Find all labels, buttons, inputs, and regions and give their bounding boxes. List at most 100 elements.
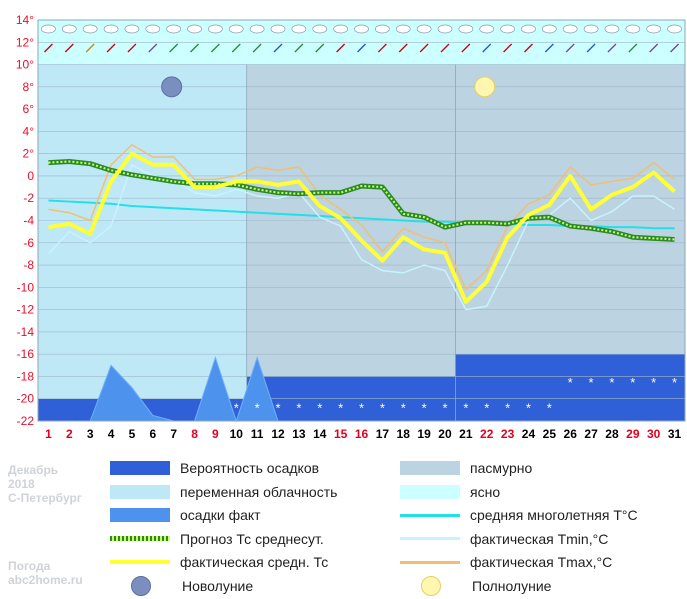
x-tick-label: 2	[66, 427, 73, 441]
x-tick-label: 26	[564, 427, 578, 441]
wind-arrow-icon	[294, 43, 304, 53]
y-tick-label: -2	[23, 191, 34, 205]
y-tick-label: -16	[17, 347, 35, 361]
snow-mark: *	[422, 401, 427, 416]
x-tick-label: 23	[501, 427, 515, 441]
legend-item-forecast: Прогноз Тс среднесут.	[110, 529, 324, 549]
cloud-icon	[562, 24, 578, 34]
legend-label: Полнолуние	[472, 577, 552, 594]
x-tick-label: 20	[438, 427, 452, 441]
x-tick-label: 29	[626, 427, 640, 441]
legend-swatch	[110, 508, 170, 522]
x-tick-label: 24	[522, 427, 536, 441]
y-tick-label: -22	[17, 414, 35, 428]
wind-arrow-icon	[607, 43, 617, 53]
snow-mark: *	[672, 375, 677, 390]
wind-arrow-icon	[336, 43, 346, 53]
x-tick-label: 4	[108, 427, 115, 441]
cloud-icon	[625, 24, 641, 34]
cloud-icon	[208, 24, 223, 34]
wind-arrow-icon	[628, 43, 638, 53]
snow-mark: *	[275, 401, 280, 416]
wind-arrow-icon	[524, 43, 533, 53]
cloud-icon	[82, 24, 98, 34]
snow-mark: *	[568, 375, 573, 390]
cloud-icon	[416, 24, 432, 34]
x-tick-label: 27	[584, 427, 598, 441]
x-tick-label: 13	[292, 427, 306, 441]
wind-arrow-icon	[419, 43, 429, 53]
y-tick-label: -10	[17, 280, 35, 294]
snow-mark: *	[463, 401, 468, 416]
x-tick-label: 19	[417, 427, 431, 441]
legend-swatch	[400, 513, 460, 517]
cloud-icon	[354, 24, 369, 34]
wind-arrow-icon	[273, 43, 283, 53]
series-tmax-line	[48, 144, 676, 291]
legend-swatch	[400, 484, 460, 499]
y-tick-label: -4	[23, 214, 34, 228]
cloud-icon	[41, 24, 56, 34]
wind-arrow-icon	[565, 43, 575, 53]
legend-label: фактическая Tmax,°C	[470, 554, 613, 570]
series-average-line	[48, 151, 676, 304]
legend-label: Прогноз Тс среднесут.	[180, 530, 324, 547]
x-tick-label: 22	[480, 427, 494, 441]
cloud-icon	[124, 24, 140, 34]
legend-item-partly: переменная облачность	[110, 482, 337, 502]
snow-mark: *	[609, 375, 614, 390]
chart-axes: 14° 12° 10° 8° 6° 4° 2° 0 -2 -4 -6 -8 -10 -12 -14 -16 -1…	[16, 13, 686, 441]
x-tick-label: 9	[212, 427, 219, 441]
legend-label: пасмурно	[470, 460, 533, 476]
wind-arrow-icon	[670, 43, 680, 53]
legend-label: Вероятность осадков	[180, 460, 320, 476]
wind-arrow-icon	[357, 43, 366, 53]
wind-arrow-icon	[315, 43, 325, 53]
snow-mark: *	[255, 401, 260, 416]
snow-mark: *	[484, 401, 489, 416]
x-tick-label: 12	[271, 427, 285, 441]
wind-arrow-icon	[252, 43, 262, 53]
caption-block: Декабрь 2018 С-Петербург	[8, 463, 82, 505]
wind-arrow-icon	[377, 43, 387, 53]
legend-swatch	[400, 560, 460, 564]
wind-arrow-icon	[210, 43, 220, 53]
legend-item-tmin: фактическая Tmin,°C	[400, 529, 608, 549]
snow-mark: *	[651, 375, 656, 390]
y-tick-label: -12	[17, 303, 35, 317]
x-tick-label: 30	[647, 427, 661, 441]
cloud-icon	[521, 24, 536, 34]
site-title: Погода	[8, 559, 51, 573]
wind-arrow-icon	[231, 43, 241, 53]
wind-arrow-icon	[190, 43, 199, 53]
x-tick-label: 16	[355, 427, 369, 441]
snow-mark: *	[234, 401, 239, 416]
legend-label: ясно	[470, 483, 501, 500]
snow-mark: *	[359, 401, 364, 416]
y-tick-label: 12°	[16, 35, 34, 49]
snow-mark: *	[526, 401, 531, 416]
legend-swatch	[110, 536, 170, 541]
x-tick-label: 25	[543, 427, 557, 441]
cloud-icon	[395, 24, 411, 34]
x-tick-label: 11	[251, 427, 264, 441]
site-caption: Погода abc2home.ru	[8, 559, 83, 587]
y-tick-label: -20	[17, 392, 35, 406]
wind-arrow-icon	[43, 43, 53, 53]
x-tick-label: 14	[313, 427, 327, 441]
cloud-icon	[375, 24, 390, 34]
site-name: abc2home.ru	[8, 573, 83, 587]
legend-item-overcast: пасмурно	[400, 458, 532, 478]
x-tick-label: 17	[376, 427, 390, 441]
wind-arrow-icon	[586, 43, 596, 53]
y-tick-label: -6	[23, 236, 34, 250]
snow-mark: *	[547, 401, 552, 416]
wind-arrow-icon	[544, 43, 554, 53]
wind-arrow-icon	[106, 43, 116, 53]
snow-mark: *	[630, 375, 635, 390]
y-tick-label: 14°	[16, 13, 34, 27]
cloud-icon	[291, 24, 307, 34]
x-tick-label: 15	[334, 427, 348, 441]
legend-item-new-moon: Новолуние	[110, 575, 253, 596]
